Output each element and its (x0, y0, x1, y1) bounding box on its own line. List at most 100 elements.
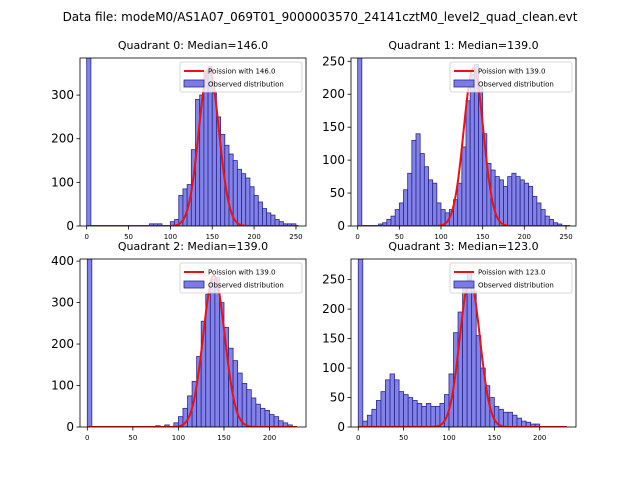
legend-bar-swatch (453, 79, 475, 88)
poisson-curve (358, 278, 567, 427)
histogram-bar-16 (232, 360, 239, 427)
y-tick-label: 100 (51, 175, 74, 189)
histogram-bar-20 (250, 397, 257, 427)
legend-label-poisson: Poission with 139.0 (208, 269, 276, 277)
histogram-bar-34 (515, 176, 521, 226)
x-tick-label: 200 (533, 434, 546, 442)
histogram-bar-35 (519, 179, 525, 226)
histogram-bar-10 (415, 133, 421, 226)
histogram-bar-9 (411, 139, 417, 226)
histogram-bar-21 (255, 403, 261, 427)
histogram-bar-5 (380, 391, 386, 427)
subplot-quadrant-0: Quadrant 0: Median=146.0 0 50 100 150 200 250 0… (51, 39, 307, 241)
y-tick-label: 50 (330, 391, 345, 405)
subplot-quadrant-1: Quadrant 1: Median=139.0 0 50 100 150 200 250 0… (322, 39, 577, 241)
histogram-bars (86, 58, 297, 226)
histogram-bar-27 (266, 212, 272, 226)
histogram-bar-28 (287, 424, 293, 427)
axes-frame (79, 258, 307, 428)
legend-label-poisson: Poission with 139.0 (478, 68, 546, 76)
histogram-bar-15 (436, 202, 442, 226)
y-tick-label: 100 (322, 153, 345, 167)
subplot-title: Quadrant 2: Median=139.0 (118, 240, 268, 253)
y-tick-label: 200 (322, 302, 345, 316)
histogram-bar-20 (457, 182, 463, 226)
histogram-bar-15 (425, 403, 432, 427)
histogram-bar-13 (428, 179, 434, 226)
histogram-bar-0 (86, 58, 92, 226)
histogram-bar-11 (209, 279, 216, 427)
legend-bar-swatch (183, 79, 205, 88)
histogram-bar-6 (398, 202, 404, 226)
x-tick-label: 250 (559, 233, 572, 241)
histogram-bar-5 (394, 209, 400, 226)
histogram-bar-17 (434, 405, 441, 427)
legend-label-observed: Observed distribution (478, 282, 554, 290)
legend-label-observed: Observed distribution (208, 81, 284, 89)
x-tick-label: 150 (476, 233, 489, 241)
histogram-bar-8 (394, 379, 400, 427)
y-tick-label: 150 (322, 332, 345, 346)
x-tick-label: 200 (247, 233, 260, 241)
y-tick-label: 200 (51, 337, 74, 351)
histogram-bar-25 (273, 416, 280, 427)
legend: Poission with 146.0 Observed distribution (179, 61, 303, 93)
histogram-bars (357, 259, 541, 427)
y-tick-label: 0 (66, 420, 74, 434)
histogram-bar-33 (507, 411, 513, 427)
histogram-bar-7 (403, 189, 409, 226)
histogram-bar-16 (430, 405, 436, 427)
histogram-bar-2 (366, 414, 373, 427)
histogram-bar-33 (511, 172, 517, 226)
y-tick-label: 250 (322, 54, 345, 68)
histogram-bar-21 (461, 146, 467, 226)
histogram-bar-30 (498, 179, 504, 226)
legend-label-observed: Observed distribution (478, 81, 554, 89)
x-tick-label: 50 (124, 233, 133, 241)
histogram-bar-22 (260, 407, 266, 427)
subplot-title: Quadrant 1: Median=139.0 (388, 39, 538, 52)
histogram-bar-23 (469, 74, 475, 226)
subplot-quadrant-3: Quadrant 3: Median=123.0 0 50 100 150 200 0 50 1… (322, 240, 577, 442)
y-tick-label: 200 (51, 132, 74, 146)
histogram-bar-24 (466, 273, 473, 427)
histogram-bar-22 (245, 177, 251, 226)
histogram-bar-34 (512, 414, 518, 427)
histogram-bar-14 (432, 182, 438, 226)
subplot-quadrant-2: Quadrant 2: Median=139.0 0 50 100 150 200 0 100… (51, 240, 307, 442)
histogram-bar-0 (357, 259, 364, 427)
histogram-bar-14 (421, 405, 427, 427)
y-tick-label: 100 (322, 361, 345, 375)
histogram-bar-38 (532, 195, 538, 226)
y-tick-label: 250 (322, 273, 345, 287)
histogram-bar-22 (465, 100, 471, 226)
histogram-bar-11 (419, 153, 425, 226)
histogram-bar-35 (516, 417, 522, 427)
y-tick-label: 50 (330, 186, 345, 200)
histogram-bar-26 (475, 335, 482, 427)
histogram-bar-25 (471, 291, 477, 427)
histogram-bar-32 (503, 411, 509, 427)
y-tick-label: 0 (66, 219, 74, 233)
x-tick-label: 100 (164, 233, 177, 241)
histogram-bar-32 (507, 176, 513, 226)
axes-frame (350, 57, 577, 227)
y-tick-label: 300 (51, 88, 74, 102)
histogram-bar-2 (164, 424, 170, 427)
histogram-bar-12 (214, 277, 220, 427)
x-tick-label: 50 (399, 434, 408, 442)
histogram-bar-23 (264, 410, 270, 427)
histogram-bar-4 (390, 215, 396, 226)
legend-box (449, 61, 573, 93)
histogram-bar-25 (257, 201, 263, 226)
histogram-bar-0 (86, 259, 93, 427)
subplot-title: Quadrant 0: Median=146.0 (118, 39, 268, 52)
histogram-bar-18 (241, 383, 248, 427)
histogram-bar-6 (385, 379, 391, 427)
histogram-bar-12 (203, 70, 209, 226)
x-tick-label: 100 (442, 434, 455, 442)
y-tick-label: 400 (51, 254, 74, 268)
legend-label-observed: Observed distribution (208, 282, 284, 290)
y-tick-label: 0 (337, 420, 345, 434)
